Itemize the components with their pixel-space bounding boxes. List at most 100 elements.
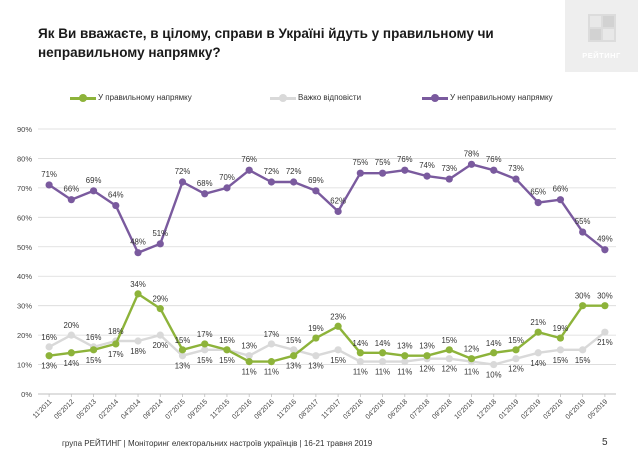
data-point <box>601 302 609 310</box>
y-tick-label: 70% <box>17 184 32 193</box>
data-point <box>178 178 187 186</box>
data-point <box>290 346 298 354</box>
data-label: 72% <box>264 167 280 176</box>
data-label: 16% <box>86 333 102 342</box>
data-point <box>201 340 209 348</box>
data-point <box>378 169 387 177</box>
data-label: 11% <box>375 368 390 377</box>
data-point <box>290 178 298 186</box>
data-point <box>134 249 142 257</box>
data-label: 12% <box>419 365 435 374</box>
data-label: 14% <box>64 359 80 368</box>
data-point <box>245 358 253 366</box>
data-point <box>556 196 565 204</box>
data-label: 13% <box>241 342 257 351</box>
data-label: 65% <box>530 188 546 197</box>
data-label: 15% <box>286 336 302 345</box>
data-label: 15% <box>197 356 213 365</box>
data-point <box>512 175 520 183</box>
series-line <box>48 292 605 363</box>
y-tick-label: 50% <box>17 243 32 252</box>
data-point <box>445 175 453 183</box>
data-label: 72% <box>286 167 302 176</box>
data-label: 30% <box>575 292 591 301</box>
data-label: 73% <box>441 164 457 173</box>
x-tick-label: 04'2014 <box>120 398 142 420</box>
data-label: 20% <box>152 341 168 350</box>
data-point <box>467 160 476 168</box>
data-label: 73% <box>508 164 524 173</box>
data-label: 75% <box>375 158 391 167</box>
data-label: 64% <box>108 191 124 200</box>
data-point <box>423 352 431 360</box>
data-point <box>401 166 409 174</box>
footer-text: група РЕЙТИНГ | Моніторинг електоральних… <box>62 439 373 448</box>
data-label: 15% <box>86 356 102 365</box>
x-tick-label: 08'2017 <box>298 398 320 420</box>
data-label: 14% <box>530 359 546 368</box>
x-tick-label: 06'2018 <box>387 398 409 420</box>
data-label: 12% <box>441 365 457 374</box>
x-tick-label: 12'2018 <box>476 398 498 420</box>
x-tick-label: 01'2019 <box>498 398 520 420</box>
logo-text: РЕЙТИНГ <box>582 51 621 60</box>
data-point <box>267 178 276 186</box>
x-tick-label: 05'2019 <box>587 398 609 420</box>
data-label: 72% <box>175 167 191 176</box>
data-point <box>356 169 364 177</box>
data-label: 49% <box>597 235 613 244</box>
data-label: 14% <box>353 339 369 348</box>
x-tick-label: 10'2018 <box>453 398 475 420</box>
data-point <box>290 352 298 360</box>
data-point <box>356 358 364 366</box>
data-label: 15% <box>219 356 235 365</box>
data-point <box>67 331 75 339</box>
data-point <box>512 346 520 354</box>
x-tick-label: 09'2016 <box>253 398 275 420</box>
data-label: 14% <box>375 339 391 348</box>
data-point <box>401 352 409 360</box>
data-label: 66% <box>64 185 80 194</box>
page-title: Як Ви вважаєте, в цілому, справи в Украї… <box>38 26 494 60</box>
x-tick-label: 03'2019 <box>542 398 564 420</box>
data-point <box>401 358 409 366</box>
data-label: 15% <box>553 356 569 365</box>
data-label: 19% <box>308 324 324 333</box>
data-point <box>534 199 542 207</box>
data-point <box>334 207 342 216</box>
data-label: 13% <box>397 342 413 351</box>
y-tick-label: 40% <box>17 272 32 281</box>
data-point <box>45 352 53 360</box>
data-point <box>45 181 53 189</box>
data-label: 17% <box>197 330 213 339</box>
data-point <box>267 358 276 366</box>
data-point <box>579 302 587 310</box>
data-point <box>356 349 364 357</box>
line-chart: 0%10%20%30%40%50%60%70%80%90%11'2011 05'2… <box>17 125 616 421</box>
data-label: 18% <box>130 347 146 356</box>
data-point <box>112 340 120 348</box>
x-tick-label: 11'2016 <box>276 398 298 420</box>
data-label: 17% <box>108 350 124 359</box>
y-tick-label: 30% <box>17 302 32 311</box>
data-point <box>89 187 98 195</box>
x-tick-label: 03'2018 <box>342 398 364 420</box>
data-point <box>334 322 342 330</box>
y-tick-label: 20% <box>17 331 32 340</box>
y-tick-label: 60% <box>17 213 32 222</box>
data-label: 78% <box>464 149 480 158</box>
data-label: 51% <box>152 229 168 238</box>
x-tick-label: 11'2011 <box>32 398 54 420</box>
y-tick-label: 10% <box>17 361 32 370</box>
x-tick-label: 07'2015 <box>164 398 186 420</box>
data-point <box>45 343 53 351</box>
data-label: 69% <box>308 176 324 185</box>
data-point <box>89 346 98 354</box>
data-point <box>201 190 209 198</box>
data-point <box>312 334 320 342</box>
data-label: 18% <box>108 327 124 336</box>
data-label: 13% <box>175 362 191 371</box>
data-label: 23% <box>330 312 346 321</box>
data-label: 15% <box>441 336 457 345</box>
x-tick-label: 02'2016 <box>231 398 253 420</box>
